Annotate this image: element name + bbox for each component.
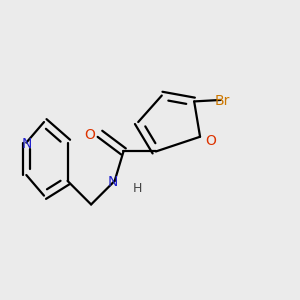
Text: N: N	[108, 176, 119, 189]
Text: N: N	[21, 137, 32, 151]
Text: O: O	[84, 128, 95, 142]
Text: O: O	[205, 134, 216, 148]
Text: Br: Br	[215, 94, 230, 108]
Text: H: H	[132, 182, 142, 195]
